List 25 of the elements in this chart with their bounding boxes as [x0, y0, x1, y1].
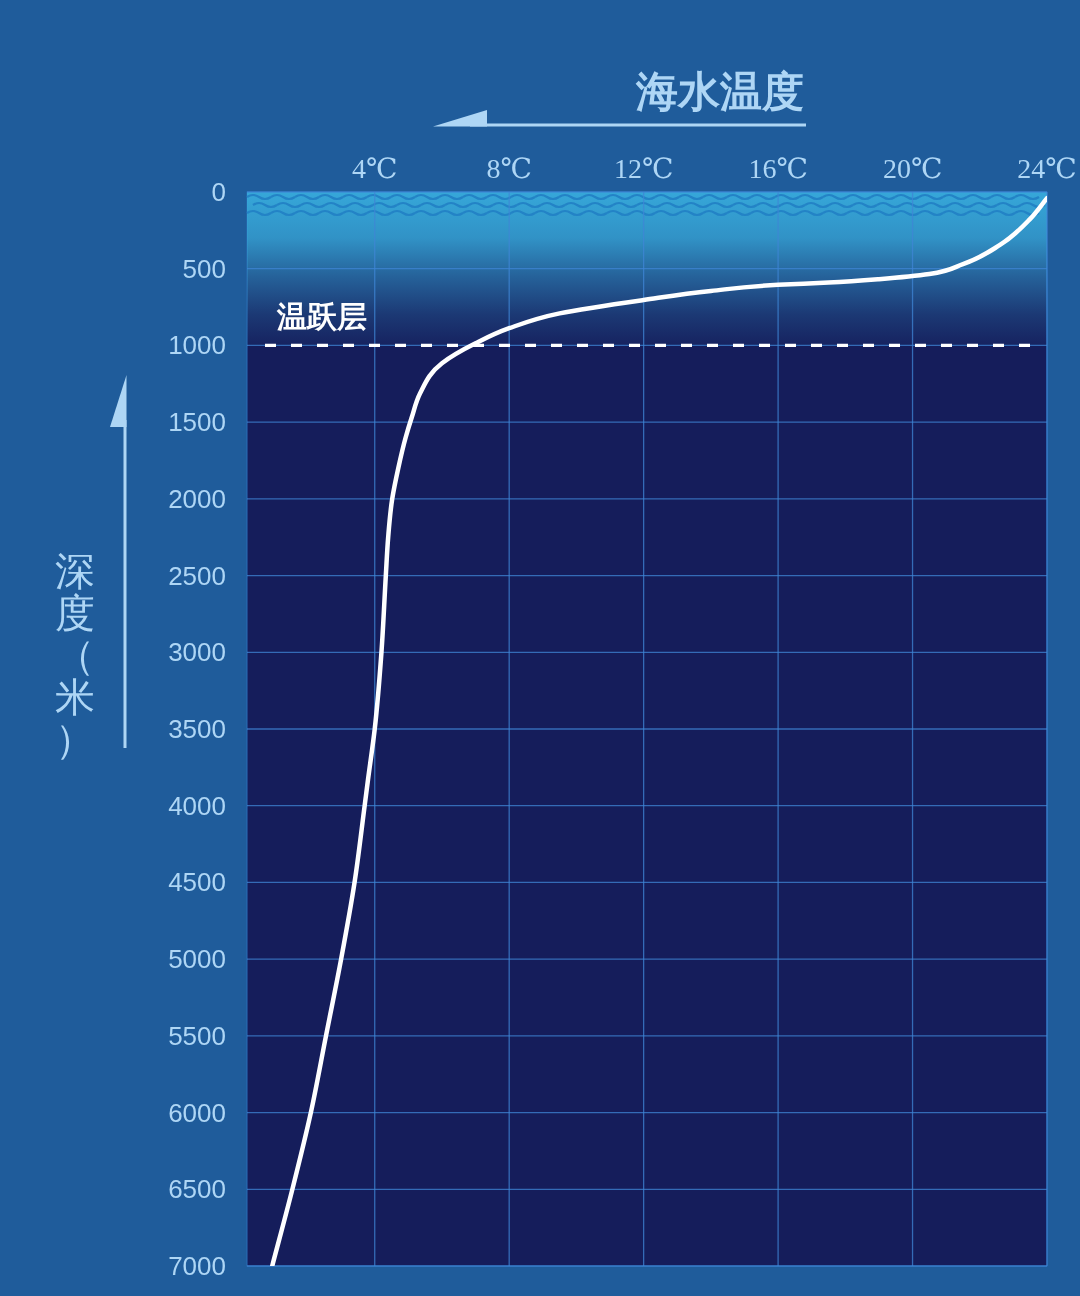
- x-tick-label: 8℃: [486, 153, 532, 184]
- y-tick-label: 6500: [168, 1174, 226, 1205]
- x-tick-label: 20℃: [882, 153, 943, 184]
- y-tick-label: 3500: [168, 714, 226, 744]
- y-tick-label: 5000: [168, 944, 226, 975]
- x-tick-label: 12℃: [613, 153, 674, 184]
- y-tick-label: 4500: [168, 867, 226, 898]
- x-axis-title: 海水温度: [635, 69, 804, 115]
- y-tick-label: 500: [182, 253, 226, 284]
- x-tick-label: 24℃: [1017, 153, 1077, 184]
- y-tick-label: 4000: [168, 790, 226, 821]
- ref-line-label: 温跃层: [276, 300, 367, 334]
- y-tick-label: 6000: [168, 1097, 226, 1128]
- y-tick-label: 0: [211, 177, 226, 207]
- x-tick-label: 16℃: [748, 153, 808, 184]
- y-tick-label: 1500: [168, 407, 226, 438]
- x-tick-label: 4℃: [352, 153, 398, 184]
- y-tick-label: 2000: [168, 483, 226, 514]
- line-series: [269, 195, 1047, 1266]
- y-tick-label: 1000: [168, 330, 226, 361]
- y-axis-title: 深度（米）: [55, 549, 95, 761]
- y-tick-label: 7000: [168, 1251, 226, 1281]
- y-tick-label: 5500: [168, 1020, 226, 1051]
- y-tick-label: 2500: [168, 560, 226, 591]
- y-tick-label: 3000: [168, 637, 226, 668]
